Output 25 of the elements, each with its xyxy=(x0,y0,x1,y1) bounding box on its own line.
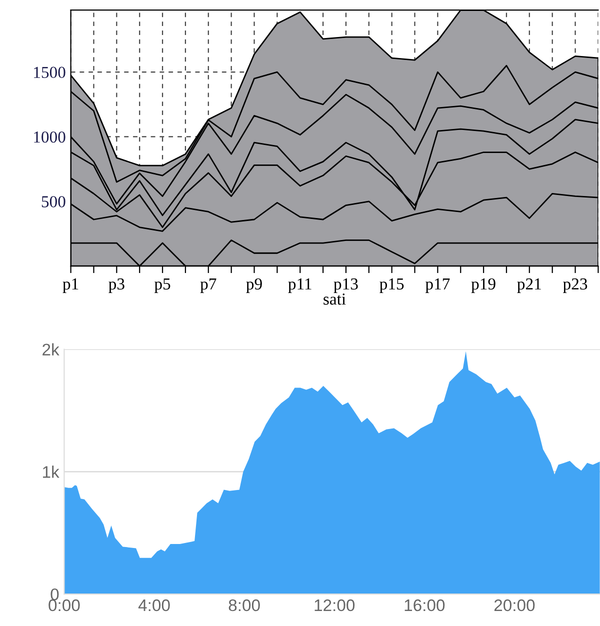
x-tick-label: p5 xyxy=(154,278,170,293)
x-tick-label: p21 xyxy=(517,278,541,293)
x-tick-label: 4:00 xyxy=(138,599,170,612)
y-tick-label: 0 xyxy=(50,588,59,600)
y-tick-label: 1k xyxy=(43,466,60,478)
x-tick-label: p17 xyxy=(425,278,450,293)
x-tick-label: p13 xyxy=(334,278,358,293)
x-tick-label: p7 xyxy=(200,278,216,293)
x-tick-label: p15 xyxy=(380,278,404,293)
x-tick-label: p23 xyxy=(563,278,588,293)
x-tick-label: p11 xyxy=(288,278,312,293)
x-tick-label: p19 xyxy=(471,278,496,293)
x-tick-label: p3 xyxy=(108,278,124,293)
x-tick-label: 12:00 xyxy=(314,599,355,612)
x-tick-label: p1 xyxy=(62,278,78,293)
y-tick-label: 500 xyxy=(42,196,66,208)
x-tick-label: 16:00 xyxy=(404,599,445,612)
x-tick-label: 20:00 xyxy=(494,599,535,612)
x-tick-label: 0:00 xyxy=(48,599,80,612)
x-tick-label: 8:00 xyxy=(228,599,260,612)
y-tick-label: 1000 xyxy=(34,131,66,143)
y-tick-label: 2k xyxy=(42,343,60,356)
x-axis-title: sati xyxy=(324,294,346,305)
x-tick-label: p9 xyxy=(246,278,262,293)
y-tick-label: 1500 xyxy=(34,66,66,78)
